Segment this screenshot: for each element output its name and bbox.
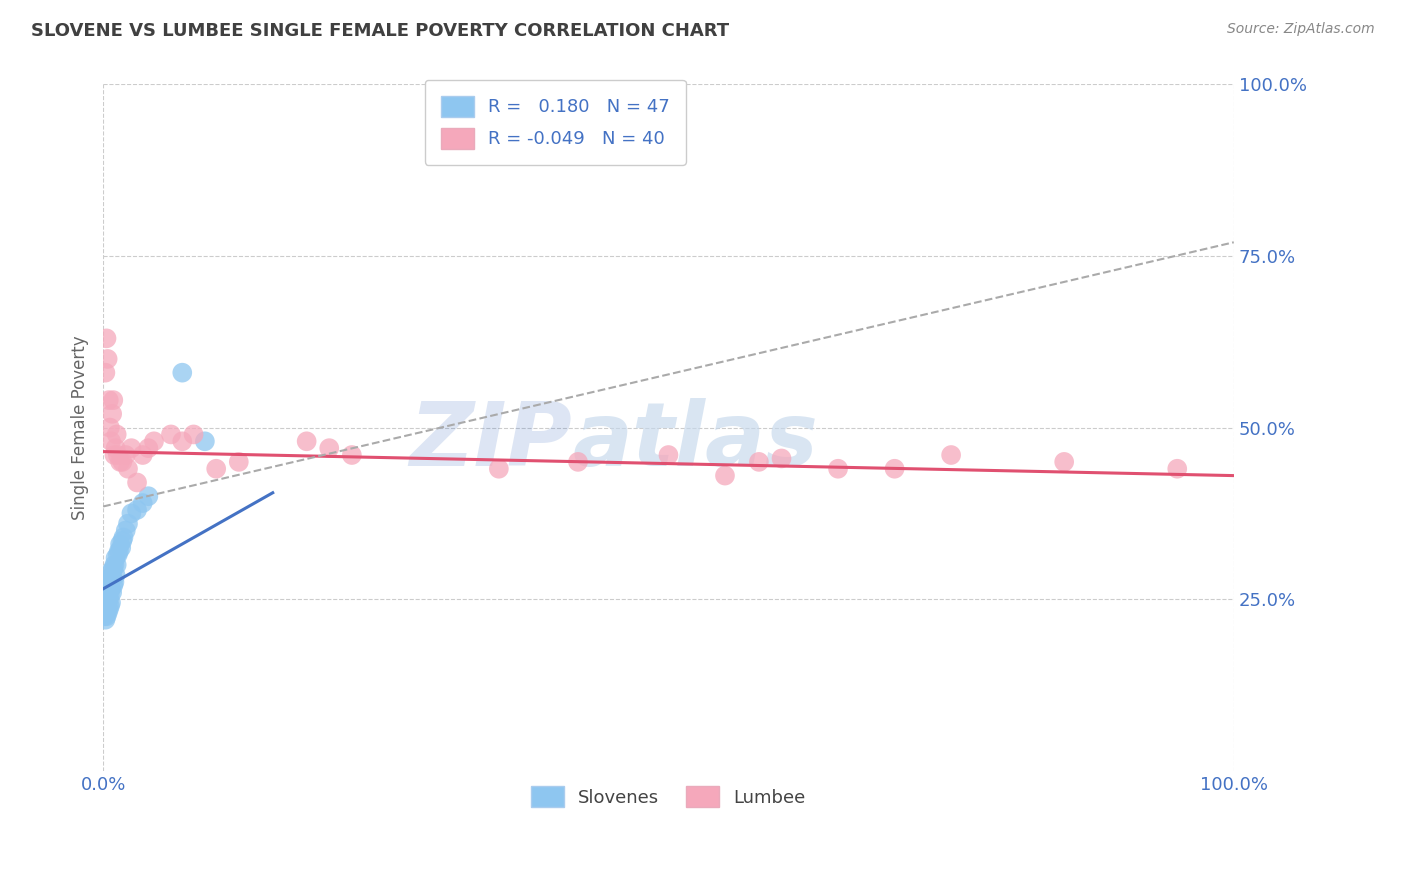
Point	[96, 331, 118, 345]
Point	[103, 393, 125, 408]
Point	[111, 533, 134, 548]
Text: Source: ZipAtlas.com: Source: ZipAtlas.com	[1227, 22, 1375, 37]
Point	[108, 455, 131, 469]
Point	[96, 602, 118, 616]
Point	[98, 599, 121, 613]
Point	[97, 602, 120, 616]
Point	[172, 434, 194, 449]
Point	[1053, 455, 1076, 469]
Point	[96, 593, 118, 607]
Point	[94, 366, 117, 380]
Point	[103, 448, 125, 462]
Point	[97, 582, 120, 596]
Text: SLOVENE VS LUMBEE SINGLE FEMALE POVERTY CORRELATION CHART: SLOVENE VS LUMBEE SINGLE FEMALE POVERTY …	[31, 22, 730, 40]
Text: ZIP: ZIP	[409, 398, 572, 484]
Point	[117, 516, 139, 531]
Point	[657, 448, 679, 462]
Point	[100, 434, 122, 449]
Point	[97, 592, 120, 607]
Point	[770, 451, 793, 466]
Point	[101, 407, 124, 421]
Point	[108, 537, 131, 551]
Point	[100, 582, 122, 596]
Point	[94, 602, 117, 616]
Point	[138, 489, 160, 503]
Point	[125, 475, 148, 490]
Point	[939, 448, 962, 462]
Point	[98, 589, 121, 603]
Point	[117, 461, 139, 475]
Point	[107, 548, 129, 562]
Point	[205, 461, 228, 475]
Point	[105, 558, 128, 572]
Point	[160, 427, 183, 442]
Point	[138, 441, 160, 455]
Point	[107, 448, 129, 462]
Point	[101, 568, 124, 582]
Point	[103, 578, 125, 592]
Point	[96, 585, 118, 599]
Point	[100, 596, 122, 610]
Point	[93, 599, 115, 613]
Point	[96, 609, 118, 624]
Point	[97, 578, 120, 592]
Point	[110, 541, 132, 555]
Point	[567, 455, 589, 469]
Y-axis label: Single Female Poverty: Single Female Poverty	[72, 335, 89, 520]
Point	[94, 596, 117, 610]
Point	[172, 366, 194, 380]
Point	[103, 558, 125, 572]
Point	[318, 441, 340, 455]
Point	[104, 568, 127, 582]
Point	[714, 468, 737, 483]
Point	[125, 503, 148, 517]
Point	[295, 434, 318, 449]
Point	[97, 606, 120, 620]
Point	[194, 434, 217, 449]
Point	[94, 589, 117, 603]
Point	[97, 393, 120, 408]
Point	[98, 572, 121, 586]
Point	[112, 530, 135, 544]
Point	[94, 582, 117, 596]
Point	[97, 351, 120, 366]
Point	[883, 461, 905, 475]
Point	[120, 507, 142, 521]
Point	[111, 455, 134, 469]
Point	[131, 496, 153, 510]
Point	[114, 524, 136, 538]
Point	[748, 455, 770, 469]
Point	[100, 565, 122, 579]
Point	[340, 448, 363, 462]
Point	[131, 448, 153, 462]
Legend: Slovenes, Lumbee: Slovenes, Lumbee	[515, 770, 823, 823]
Point	[488, 461, 510, 475]
Point	[827, 461, 849, 475]
Point	[94, 613, 117, 627]
Point	[105, 427, 128, 442]
Point	[228, 455, 250, 469]
Point	[104, 441, 127, 455]
Point	[93, 606, 115, 620]
Point	[114, 448, 136, 462]
Text: atlas: atlas	[572, 398, 818, 484]
Point	[1166, 461, 1188, 475]
Point	[98, 420, 121, 434]
Point	[143, 434, 166, 449]
Point	[93, 609, 115, 624]
Point	[183, 427, 205, 442]
Point	[97, 596, 120, 610]
Point	[103, 574, 125, 589]
Point	[120, 441, 142, 455]
Point	[108, 544, 131, 558]
Point	[104, 551, 127, 566]
Point	[101, 585, 124, 599]
Point	[103, 561, 125, 575]
